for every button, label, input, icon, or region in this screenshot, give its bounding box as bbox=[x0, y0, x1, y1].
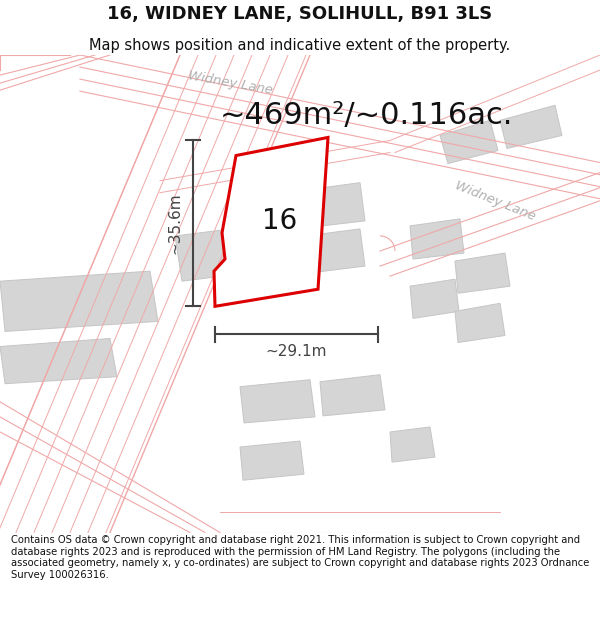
Text: Widney Lane: Widney Lane bbox=[187, 69, 274, 97]
Text: ~35.6m: ~35.6m bbox=[167, 192, 182, 254]
Polygon shape bbox=[410, 219, 464, 259]
Polygon shape bbox=[0, 339, 117, 384]
Polygon shape bbox=[175, 226, 262, 281]
Polygon shape bbox=[455, 303, 505, 343]
Polygon shape bbox=[240, 441, 304, 480]
Polygon shape bbox=[440, 121, 498, 164]
Polygon shape bbox=[455, 253, 510, 293]
Text: Map shows position and indicative extent of the property.: Map shows position and indicative extent… bbox=[89, 38, 511, 53]
Polygon shape bbox=[320, 374, 385, 416]
Text: Contains OS data © Crown copyright and database right 2021. This information is : Contains OS data © Crown copyright and d… bbox=[11, 535, 589, 580]
Text: 16, WIDNEY LANE, SOLIHULL, B91 3LS: 16, WIDNEY LANE, SOLIHULL, B91 3LS bbox=[107, 5, 493, 22]
Text: 16: 16 bbox=[262, 207, 298, 235]
Polygon shape bbox=[214, 138, 328, 306]
Polygon shape bbox=[410, 279, 459, 318]
Polygon shape bbox=[305, 229, 365, 273]
Text: ~29.1m: ~29.1m bbox=[266, 344, 327, 359]
Polygon shape bbox=[0, 271, 158, 331]
Polygon shape bbox=[390, 427, 435, 462]
Text: ~469m²/~0.116ac.: ~469m²/~0.116ac. bbox=[220, 101, 514, 130]
Polygon shape bbox=[240, 380, 315, 423]
Text: Widney Lane: Widney Lane bbox=[453, 179, 537, 223]
Polygon shape bbox=[300, 182, 365, 228]
Polygon shape bbox=[500, 105, 562, 149]
